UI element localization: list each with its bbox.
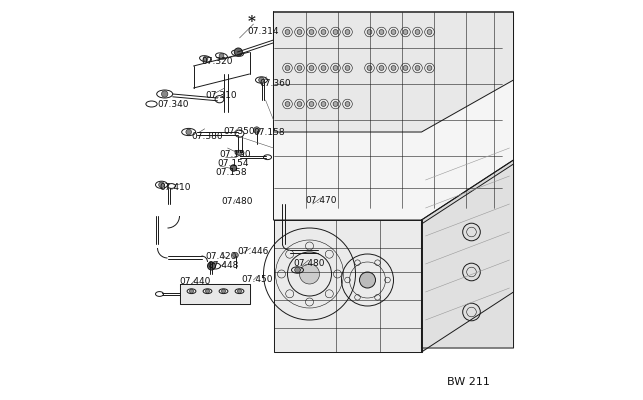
Circle shape — [300, 264, 320, 284]
Circle shape — [321, 102, 326, 106]
Circle shape — [415, 66, 420, 70]
Circle shape — [233, 252, 239, 258]
Text: 07.150: 07.150 — [219, 150, 251, 159]
Circle shape — [333, 66, 338, 70]
Circle shape — [186, 129, 192, 135]
Circle shape — [237, 289, 242, 293]
Text: 07.350: 07.350 — [224, 128, 255, 136]
Circle shape — [253, 127, 260, 133]
Text: 07.410: 07.410 — [159, 183, 191, 192]
Circle shape — [208, 262, 215, 270]
Circle shape — [379, 30, 384, 34]
Circle shape — [309, 102, 314, 106]
Polygon shape — [422, 164, 514, 348]
Text: 07.446: 07.446 — [237, 247, 269, 256]
Polygon shape — [179, 284, 249, 304]
Text: 07.480: 07.480 — [293, 259, 325, 268]
Circle shape — [391, 66, 396, 70]
Circle shape — [415, 30, 420, 34]
Circle shape — [367, 30, 372, 34]
Circle shape — [219, 54, 224, 58]
Circle shape — [159, 182, 165, 188]
Circle shape — [297, 30, 302, 34]
Circle shape — [391, 30, 396, 34]
Circle shape — [309, 66, 314, 70]
Text: 07.380: 07.380 — [192, 132, 223, 141]
Text: BW 211: BW 211 — [447, 377, 489, 387]
Circle shape — [206, 289, 210, 293]
Circle shape — [427, 30, 432, 34]
Circle shape — [234, 48, 242, 56]
Circle shape — [427, 66, 432, 70]
Circle shape — [237, 150, 242, 155]
Polygon shape — [273, 220, 422, 352]
Circle shape — [297, 102, 302, 106]
Circle shape — [285, 102, 290, 106]
Circle shape — [359, 272, 376, 288]
Circle shape — [190, 289, 194, 293]
Polygon shape — [273, 12, 514, 220]
Polygon shape — [273, 12, 514, 132]
Polygon shape — [422, 160, 514, 352]
Circle shape — [230, 165, 237, 171]
Text: 07.470: 07.470 — [305, 196, 337, 205]
Text: 07.314: 07.314 — [248, 28, 279, 36]
Text: 07.360: 07.360 — [260, 80, 291, 88]
Circle shape — [258, 77, 264, 83]
Text: 07.340: 07.340 — [158, 100, 189, 109]
Circle shape — [285, 66, 290, 70]
Circle shape — [285, 30, 290, 34]
Text: 07.310: 07.310 — [206, 92, 237, 100]
Text: 07.448: 07.448 — [208, 262, 239, 270]
Circle shape — [235, 51, 240, 56]
Text: 07.450: 07.450 — [242, 275, 273, 284]
Circle shape — [294, 267, 300, 273]
Circle shape — [403, 66, 408, 70]
Circle shape — [333, 102, 338, 106]
Circle shape — [345, 30, 350, 34]
Circle shape — [161, 91, 168, 97]
Text: 07.320: 07.320 — [201, 58, 233, 66]
Circle shape — [321, 66, 326, 70]
Circle shape — [321, 30, 326, 34]
Circle shape — [203, 56, 208, 61]
Circle shape — [333, 30, 338, 34]
Text: 07.440: 07.440 — [179, 278, 211, 286]
Circle shape — [221, 289, 226, 293]
Text: 07.420: 07.420 — [206, 252, 237, 261]
Circle shape — [297, 66, 302, 70]
Text: *: * — [248, 15, 255, 29]
Text: 07.154: 07.154 — [217, 160, 249, 168]
Circle shape — [379, 66, 384, 70]
Circle shape — [309, 30, 314, 34]
Circle shape — [345, 102, 350, 106]
Circle shape — [403, 30, 408, 34]
Text: 07.480: 07.480 — [221, 198, 253, 206]
Text: 07.158: 07.158 — [215, 168, 247, 177]
Text: 07.158: 07.158 — [253, 128, 285, 137]
Circle shape — [345, 66, 350, 70]
Circle shape — [367, 66, 372, 70]
